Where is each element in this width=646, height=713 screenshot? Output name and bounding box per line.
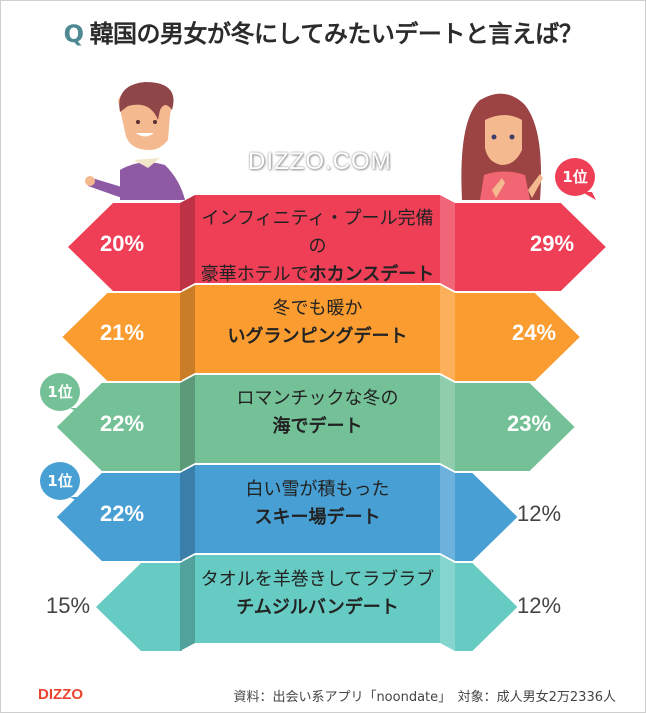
female-bar-4 bbox=[455, 473, 518, 561]
rank-badge-male-3: 1位 bbox=[40, 373, 80, 411]
woman-illustration-icon bbox=[461, 93, 543, 200]
title-text: 韓国の男女が冬にしてみたいデートと言えば？ bbox=[89, 20, 583, 48]
male-percent-1: 20% bbox=[100, 231, 145, 256]
male-bar-1 bbox=[68, 203, 182, 291]
page-title: Q 韓国の男女が冬にしてみたいデートと言えば？ bbox=[0, 14, 646, 49]
label-panel-1 bbox=[195, 195, 440, 283]
row-label-line1: 冬でも暖か bbox=[272, 298, 363, 319]
man-illustration-icon bbox=[85, 82, 185, 200]
right-fold-1 bbox=[440, 195, 455, 291]
row-label-line1: インフィニティ・プール完備の bbox=[201, 208, 434, 257]
left-fold-2 bbox=[180, 285, 195, 381]
dizzo-logo: DIZZO bbox=[38, 686, 83, 703]
row-label-3: ロマンチックな冬の 海でデート bbox=[195, 385, 440, 441]
row-label-line1: タオルを羊巻きしてラブラブ bbox=[200, 569, 435, 590]
rank-badge-male-4: 1位 bbox=[40, 462, 80, 500]
male-percent-2: 21% bbox=[100, 320, 145, 345]
row-label-2: 冬でも暖か いグランピングデート bbox=[195, 295, 440, 351]
left-fold-1 bbox=[180, 195, 195, 291]
left-fold-3 bbox=[180, 375, 195, 471]
male-percent-5: 15% bbox=[46, 593, 91, 618]
row-label-line1: 白い雪が積もった bbox=[245, 479, 390, 500]
female-bar-2 bbox=[455, 293, 580, 381]
row-label-line2-bold: いグランピングデート bbox=[227, 326, 408, 347]
right-fold-4 bbox=[440, 465, 455, 561]
row-label-1: インフィニティ・プール完備の 豪華ホテルでホカンスデート bbox=[195, 205, 440, 289]
row-label-line1: ロマンチックな冬の bbox=[236, 388, 399, 409]
question-mark-label: Q bbox=[63, 20, 84, 48]
row-label-line2-bold: ホカンスデート bbox=[308, 264, 435, 285]
left-fold-5 bbox=[180, 555, 195, 651]
label-panel-5 bbox=[195, 555, 440, 643]
male-bar-4 bbox=[56, 473, 182, 561]
female-bar-1 bbox=[455, 203, 606, 291]
row-label-line2-plain: 豪華ホテルで bbox=[200, 264, 309, 285]
row-label-line2-bold: 海でデート bbox=[272, 416, 363, 437]
male-bar-5 bbox=[96, 563, 182, 651]
right-fold-3 bbox=[440, 375, 455, 471]
badge-tail-0 bbox=[582, 192, 596, 200]
source-note: 資料：出会い系アプリ「noondate」 対象：成人男女2万2336人 bbox=[233, 690, 616, 705]
male-bar-3 bbox=[56, 383, 182, 471]
male-bar-2 bbox=[62, 293, 182, 381]
female-bar-5 bbox=[455, 563, 518, 651]
row-label-4: 白い雪が積もった スキー場デート bbox=[195, 476, 440, 532]
female-percent-5: 12% bbox=[517, 593, 562, 618]
row-label-line2-bold: スキー場デート bbox=[254, 507, 381, 528]
rank-badge-female-1: 1位 bbox=[555, 158, 595, 196]
label-panel-4 bbox=[195, 465, 440, 553]
right-fold-5 bbox=[440, 555, 455, 651]
left-fold-4 bbox=[180, 465, 195, 561]
label-panel-2 bbox=[195, 285, 440, 373]
female-bar-3 bbox=[455, 383, 575, 471]
female-percent-3: 23% bbox=[507, 411, 552, 436]
badge-tail-2 bbox=[70, 497, 84, 505]
label-panel-3 bbox=[195, 375, 440, 463]
watermark: DIZZO.COM bbox=[248, 148, 392, 175]
right-fold-2 bbox=[440, 285, 455, 381]
row-label-5: タオルを羊巻きしてラブラブ チムジルバンデート bbox=[195, 566, 440, 622]
female-percent-1: 29% bbox=[530, 231, 575, 256]
male-percent-4: 22% bbox=[100, 501, 145, 526]
badge-tail-1 bbox=[70, 408, 84, 416]
female-percent-4: 12% bbox=[517, 501, 562, 526]
row-label-line2-bold: チムジルバンデート bbox=[236, 597, 399, 618]
female-percent-2: 24% bbox=[512, 320, 557, 345]
male-percent-3: 22% bbox=[100, 411, 145, 436]
